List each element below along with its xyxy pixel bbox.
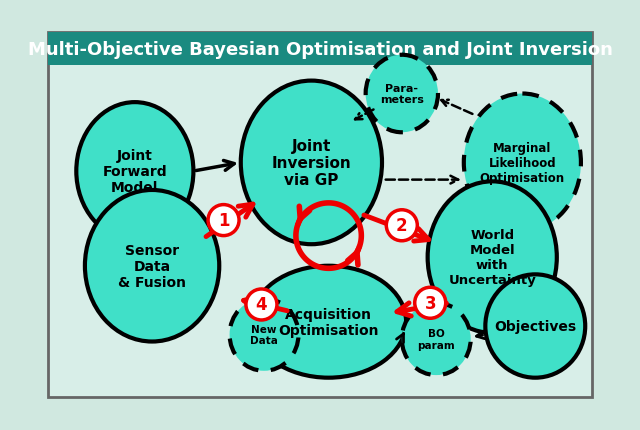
Text: 3: 3	[424, 294, 436, 312]
Ellipse shape	[241, 81, 382, 245]
Circle shape	[246, 289, 277, 320]
Ellipse shape	[76, 103, 193, 240]
Ellipse shape	[230, 299, 298, 371]
Text: New
Data: New Data	[250, 324, 278, 346]
Text: World
Model
with
Uncertainty: World Model with Uncertainty	[449, 229, 536, 286]
Text: 4: 4	[255, 296, 268, 314]
Text: Acquisition
Optimisation: Acquisition Optimisation	[278, 307, 379, 337]
Text: Multi-Objective Bayesian Optimisation and Joint Inversion: Multi-Objective Bayesian Optimisation an…	[28, 41, 612, 58]
Ellipse shape	[365, 55, 438, 133]
Text: BO
param: BO param	[417, 329, 455, 350]
Ellipse shape	[251, 266, 406, 378]
Text: Para-
meters: Para- meters	[380, 83, 424, 105]
Text: Joint
Forward
Model: Joint Forward Model	[102, 148, 167, 195]
Ellipse shape	[485, 275, 585, 378]
Text: Sensor
Data
& Fusion: Sensor Data & Fusion	[118, 243, 186, 289]
Text: Joint
Inversion
via GP: Joint Inversion via GP	[271, 138, 351, 188]
Text: 2: 2	[396, 217, 408, 235]
Circle shape	[387, 210, 417, 241]
Ellipse shape	[402, 303, 470, 375]
Circle shape	[415, 288, 445, 319]
FancyBboxPatch shape	[48, 33, 592, 397]
Circle shape	[208, 205, 239, 236]
Text: Objectives: Objectives	[494, 319, 577, 333]
Text: Marginal
Likelihood
Optimisation: Marginal Likelihood Optimisation	[480, 141, 565, 184]
Ellipse shape	[428, 182, 557, 333]
Text: 1: 1	[218, 212, 229, 230]
Ellipse shape	[464, 94, 581, 232]
Ellipse shape	[85, 190, 220, 342]
FancyBboxPatch shape	[48, 33, 592, 66]
